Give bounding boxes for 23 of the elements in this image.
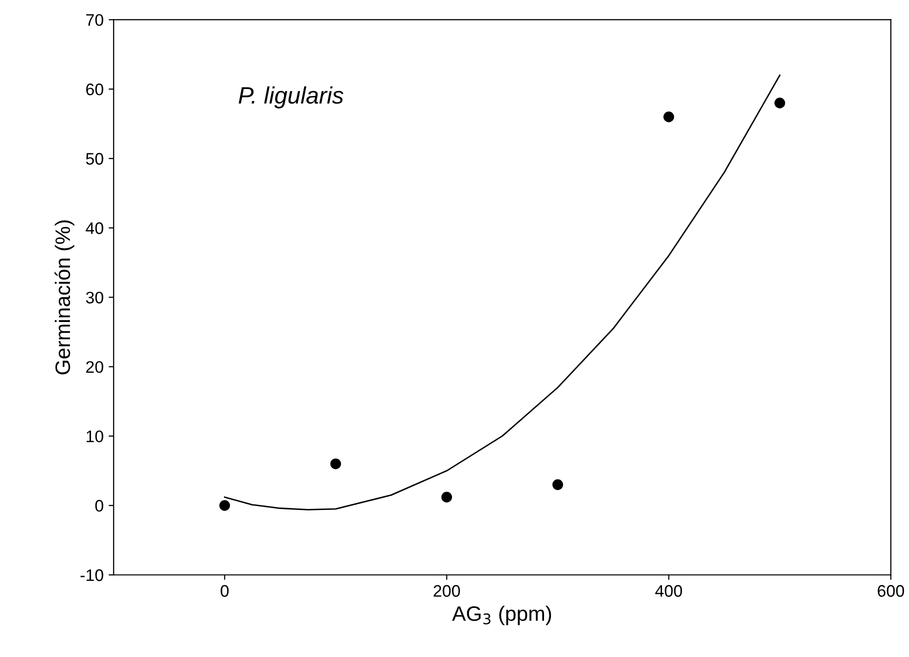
y-tick-label: 30: [86, 292, 104, 304]
y-tick-label: 20: [86, 361, 104, 373]
point: [663, 112, 674, 122]
y-tick-label: 70: [86, 14, 104, 26]
y-tick-label: 50: [86, 152, 104, 165]
x-tick-label: 200: [434, 585, 460, 597]
annotation: P. ligularis: [238, 86, 344, 108]
y-tick-label: 10: [86, 430, 104, 442]
x-tick-label: 600: [878, 585, 904, 597]
x-axis-title: AG$_{3}$ (ppm): [452, 606, 552, 626]
x-tick-label: 0: [220, 585, 229, 597]
point: [441, 492, 452, 503]
point: [219, 500, 230, 511]
y-tick-label: 60: [86, 84, 104, 96]
y-axis-title: Germinación (%): [54, 220, 74, 374]
point: [774, 98, 786, 108]
y-tick-label: -10: [80, 569, 104, 582]
line-series: [224, 74, 780, 510]
point: [552, 479, 564, 490]
x-tick-label: 400: [655, 585, 682, 597]
point: [330, 458, 342, 470]
y-tick-label: 0: [95, 500, 104, 512]
y-tick-label: 40: [86, 222, 104, 234]
